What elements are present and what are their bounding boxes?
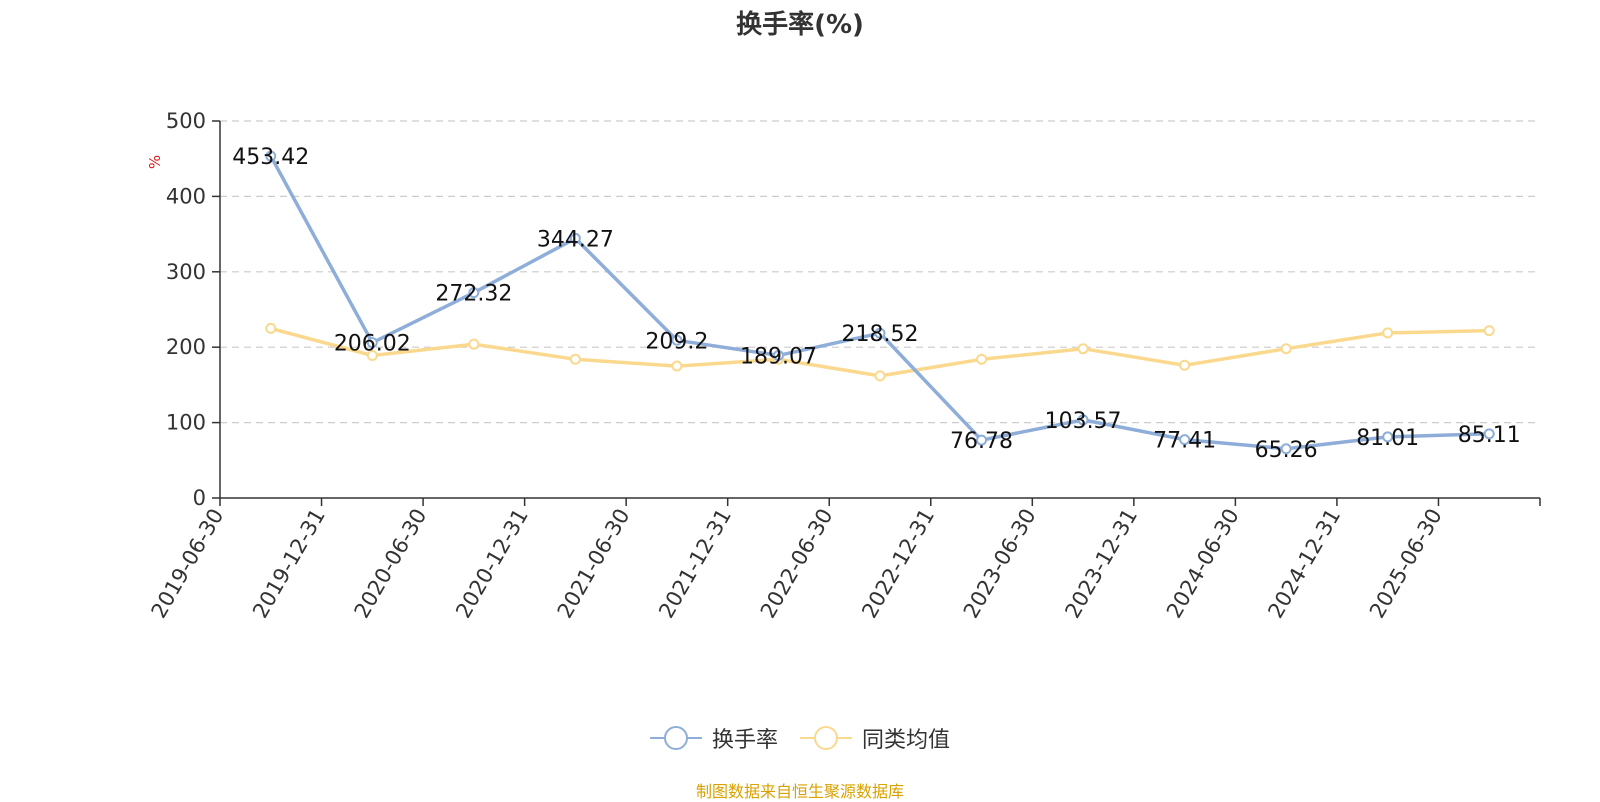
data-point-0	[976, 434, 988, 446]
data-source-note: 制图数据来自恒生聚源数据库	[695, 782, 904, 801]
y-tick-label: 400	[166, 184, 206, 208]
data-point-0	[772, 349, 784, 361]
chart-title: 换手率(%)	[736, 10, 864, 40]
data-label: 65.26	[1255, 438, 1318, 463]
data-label: 453.42	[232, 145, 309, 170]
data-point-1	[1077, 343, 1089, 355]
y-tick-label: 200	[166, 335, 206, 359]
x-tick-label: 2020-06-30	[350, 504, 432, 622]
data-label: 77.41	[1153, 429, 1216, 454]
x-tick-label: 2021-12-31	[654, 505, 736, 623]
legend-item-turnover[interactable]: 换手率	[649, 722, 778, 754]
data-point-0	[468, 287, 480, 299]
y-axis-unit-label: %	[146, 155, 164, 169]
data-point-0	[1077, 414, 1089, 426]
x-tick-label: 2021-06-30	[553, 505, 635, 623]
data-label: 103.57	[1045, 409, 1122, 434]
data-point-0	[1382, 431, 1394, 443]
data-point-1	[1382, 327, 1394, 339]
x-tick-label: 2020-12-31	[451, 505, 533, 623]
data-label: 189.07	[740, 344, 817, 369]
data-point-0	[569, 232, 581, 244]
y-tick-label: 300	[166, 260, 206, 284]
y-tick-label: 500	[166, 109, 206, 133]
data-point-1	[1483, 325, 1495, 337]
legend-item-peer-average[interactable]: 同类均值	[800, 722, 950, 754]
x-tick-label: 2022-12-31	[857, 505, 939, 623]
x-tick-label: 2024-06-30	[1162, 505, 1244, 623]
data-point-1	[569, 353, 581, 365]
legend-marker-peer-average-icon	[800, 726, 852, 750]
x-tick-label: 2023-06-30	[959, 505, 1041, 623]
x-tick-label: 2024-12-31	[1263, 505, 1345, 623]
data-point-1	[468, 338, 480, 350]
data-point-0	[1483, 428, 1495, 440]
data-label: 76.78	[950, 429, 1013, 454]
x-tick-label: 2025-06-30	[1365, 505, 1447, 623]
data-label: 209.2	[645, 329, 708, 354]
data-point-0	[366, 337, 378, 349]
y-tick-label: 0	[193, 486, 206, 510]
data-label: 272.32	[435, 282, 512, 307]
data-point-0	[874, 327, 886, 339]
data-point-0	[265, 150, 277, 162]
data-point-0	[1179, 434, 1191, 446]
x-tick-label: 2023-12-31	[1060, 505, 1142, 623]
x-tick-label: 2019-06-30	[147, 505, 229, 623]
data-label: 218.52	[842, 322, 919, 347]
legend-label-turnover: 换手率	[711, 728, 778, 753]
data-point-0	[1280, 443, 1292, 455]
data-point-1	[874, 370, 886, 382]
data-point-1	[1179, 359, 1191, 371]
data-point-0	[671, 334, 683, 346]
data-point-1	[976, 353, 988, 365]
data-label: 85.11	[1458, 423, 1521, 448]
data-point-1	[1280, 343, 1292, 355]
data-label: 206.02	[334, 332, 411, 357]
legend-label-peer-average: 同类均值	[862, 728, 951, 753]
data-label: 81.01	[1356, 426, 1419, 451]
data-point-1	[265, 322, 277, 334]
legend-marker-turnover-icon	[649, 726, 702, 750]
data-point-1	[671, 360, 683, 372]
data-label: 344.27	[537, 227, 614, 252]
x-tick-label: 2022-06-30	[756, 505, 838, 623]
x-tick-label: 2019-12-31	[248, 505, 330, 623]
y-tick-label: 100	[166, 411, 206, 435]
data-point-1	[366, 349, 378, 361]
legend: 换手率 同类均值	[0, 722, 1600, 754]
